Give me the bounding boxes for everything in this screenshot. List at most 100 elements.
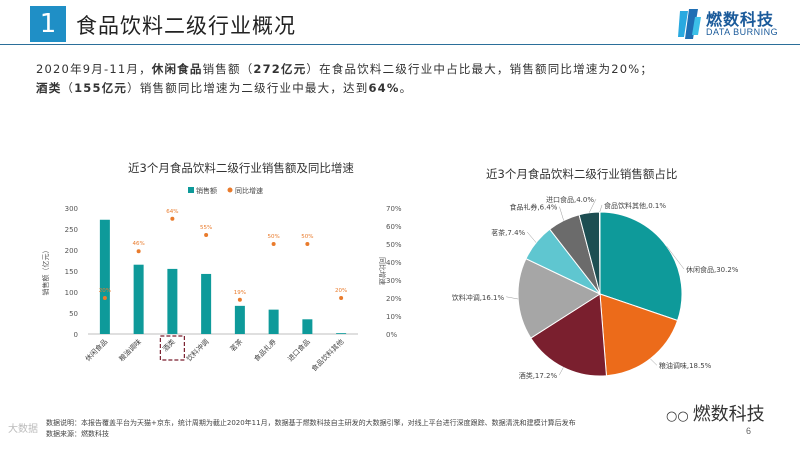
pie-leader-line [588, 198, 597, 213]
section-number: 1 [30, 6, 66, 42]
y2-axis-tick-label: 70% [386, 205, 402, 213]
growth-data-label: 20% [335, 288, 347, 294]
x-axis-tick-label: 茗茶 [228, 337, 244, 353]
logo-name-cn: 燃数科技 [706, 10, 775, 29]
pie-slice-label: 进口食品,4.0% [546, 195, 594, 204]
legend-growth-swatch [227, 187, 233, 193]
watermark-right-text: 燃数科技 [692, 404, 765, 425]
bar-chart-title: 近3个月食品饮料二级行业销售额及同比增速 [128, 161, 354, 175]
summary-bold-value: 155亿元 [74, 81, 128, 95]
summary-line-1: 2020年9月-11月，休闲食品销售额（272亿元）在食品饮料二级行业中占比最大… [36, 60, 766, 79]
summary-text-part: ）销售额同比增速为二级行业中最大，达到 [127, 81, 369, 95]
pie-slice-label: 食品饮料其他,0.1% [604, 201, 666, 210]
y-axis-tick-label: 100 [65, 289, 78, 297]
growth-data-label: 50% [268, 234, 280, 240]
x-axis-tick-label: 饮料冲调 [184, 337, 210, 363]
y2-axis-tick-label: 10% [386, 313, 402, 321]
y-axis-tick-label: 200 [65, 247, 78, 255]
pie-slice-label: 饮料冲调,16.1% [452, 293, 505, 302]
legend-sales-swatch [188, 187, 194, 193]
y2-axis-tick-label: 30% [386, 277, 402, 285]
y2-axis-tick-label: 60% [386, 223, 402, 231]
bar-sales [201, 273, 212, 334]
pie-leader-line [527, 231, 537, 243]
point-growth [339, 296, 344, 300]
watermark-left: 大数据 [8, 420, 38, 435]
pie-leader-line [666, 246, 685, 270]
y-axis-tick-label: 0 [74, 331, 78, 339]
growth-data-label: 19% [234, 290, 246, 296]
summary-text: 2020年9月-11月，休闲食品销售额（272亿元）在食品饮料二级行业中占比最大… [36, 60, 766, 98]
footnote-source: 数据来源：燃数科技 [46, 430, 109, 438]
pie-slice-label: 休闲食品,30.2% [686, 265, 739, 274]
pie-slice-label: 茗茶,7.4% [491, 228, 525, 237]
summary-text-part: ）在食品饮料二级行业中占比最大，销售额同比增速为20%； [306, 62, 654, 76]
logo-mark-icon [678, 9, 701, 39]
point-growth [271, 242, 276, 246]
legend-growth-label: 同比增速 [235, 186, 263, 195]
growth-data-label: 46% [133, 241, 145, 247]
summary-text-part: 。 [399, 81, 413, 95]
x-axis-tick-label: 粮油调味 [117, 337, 143, 363]
bar-sales [302, 319, 313, 334]
header-divider [0, 44, 800, 45]
pie-slice [599, 293, 679, 377]
pie-leader-line [559, 206, 564, 221]
pie-chart-title: 近3个月食品饮料二级行业销售额占比 [486, 167, 678, 181]
y2-axis-tick-label: 40% [386, 259, 402, 267]
company-logo: 燃数科技 DATA BURNING [676, 5, 796, 43]
watermark-left-text: 大数据 [8, 424, 38, 435]
x-axis-tick-label: 酒类 [161, 337, 177, 353]
x-axis-tick-label: 食品礼券 [252, 337, 278, 363]
y2-axis-tick-label: 50% [386, 241, 402, 249]
bar-sales [167, 268, 178, 334]
pie-leader-line [599, 204, 603, 213]
y2-axis-tick-label: 0% [386, 331, 397, 339]
point-growth [102, 296, 107, 300]
footnote-data-note: 数据说明：本报告覆盖平台为天猫+京东，统计周期为截止2020年11月，数据基于燃… [46, 419, 576, 427]
summary-bold-category: 休闲食品 [151, 62, 203, 76]
growth-data-label: 55% [200, 225, 212, 231]
point-growth [136, 249, 141, 254]
highlight-box [159, 335, 185, 361]
summary-text-part: （ [61, 81, 75, 95]
summary-text-part: 2020年9月-11月， [36, 62, 152, 76]
y-axis-tick-label: 150 [65, 268, 78, 276]
summary-bold-value: 64% [368, 81, 400, 95]
pie-leader-line [650, 358, 658, 366]
y-axis-tick-label: 250 [65, 226, 78, 234]
bar-sales [336, 333, 347, 334]
pie-slice [599, 211, 683, 322]
y2-axis-title: 同比增速 [378, 257, 387, 285]
point-growth [305, 242, 310, 246]
growth-data-label: 20% [99, 288, 111, 294]
x-axis-tick-label: 休闲食品 [83, 337, 109, 363]
summary-bold-value: 272亿元 [253, 62, 307, 76]
bar-sales [99, 219, 110, 334]
bar-sales [133, 264, 144, 334]
bar-chart: 销售额 同比增速0501001502002503000%10%20%30%40%5… [41, 186, 402, 373]
point-growth [170, 216, 175, 221]
summary-line-2: 酒类（155亿元）销售额同比增速为二级行业中最大，达到64%。 [36, 79, 766, 98]
pie-leader-line [558, 367, 564, 376]
wechat-icon: ○○ [666, 409, 689, 424]
page-header: 1 食品饮料二级行业概况 燃数科技 DATA BURNING [0, 0, 800, 46]
y-axis-title: 销售额（亿元） [41, 247, 50, 296]
watermark-right: ○○ 燃数科技 [666, 400, 765, 426]
summary-text-part: 销售额（ [202, 62, 254, 76]
page-number: 6 [746, 426, 752, 436]
legend-sales-label: 销售额 [196, 186, 217, 195]
point-growth [204, 233, 209, 237]
page-title: 食品饮料二级行业概况 [76, 14, 296, 38]
growth-data-label: 50% [301, 234, 313, 240]
bar-sales [234, 305, 245, 334]
pie-slice-label: 酒类,17.2% [519, 371, 558, 380]
y2-axis-tick-label: 20% [386, 295, 402, 303]
pie-slice-label: 食品礼券,6.4% [509, 203, 557, 212]
bar-sales [268, 309, 279, 334]
x-axis-tick-label: 食品饮料其他 [309, 337, 345, 373]
footnote: 数据说明：本报告覆盖平台为天猫+京东，统计周期为截止2020年11月，数据基于燃… [46, 418, 696, 440]
summary-bold-category: 酒类 [36, 81, 62, 95]
x-axis-tick-label: 进口食品 [286, 337, 312, 363]
pie-chart: 休闲食品,30.2% 粮油调味,18.5% 酒类,17.2% 饮料冲调,16.1% 茗茶… [452, 195, 739, 380]
